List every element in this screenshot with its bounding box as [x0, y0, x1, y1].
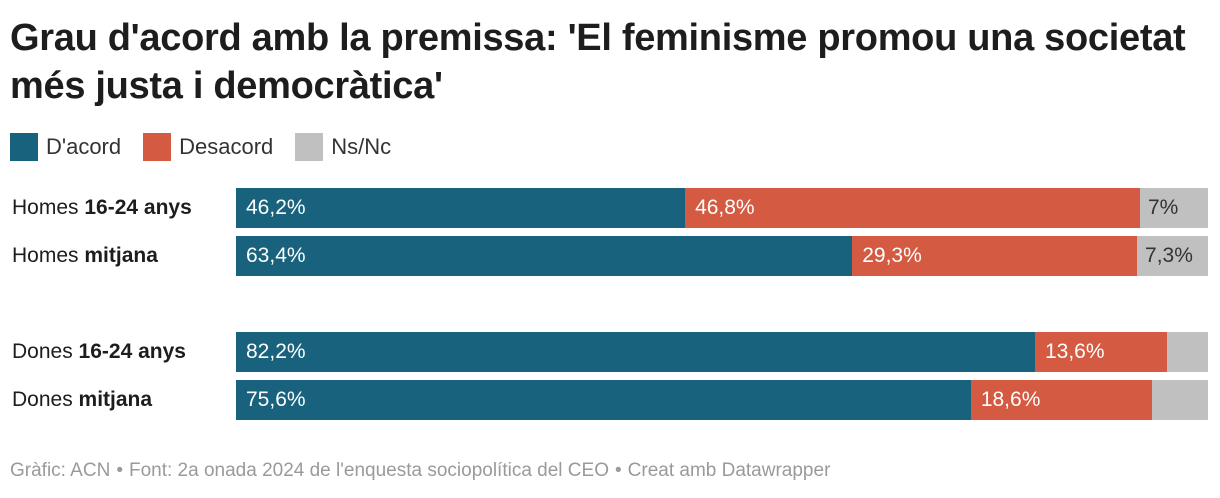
legend-swatch-na	[295, 133, 324, 161]
chart-footer: Gràfic: ACN • Font: 2a onada 2024 de l'enq…	[10, 460, 830, 482]
footer-separator: •	[614, 460, 622, 481]
stacked-bar: 82,2% 13,6%	[236, 332, 1208, 372]
row-label-group: Homes	[12, 244, 79, 267]
stacked-bar: 46,2% 46,8% 7%	[236, 188, 1208, 228]
row-label-segment: mitjana	[84, 244, 158, 267]
bar-row-homes-16-24: Homes 16-24 anys 46,2% 46,8% 7%	[0, 188, 1220, 228]
footer-source: Font: 2a onada 2024 de l'enquesta sociop…	[128, 460, 609, 481]
row-label: Dones 16-24 anys	[12, 332, 186, 372]
legend-item-disagree: Desacord	[143, 133, 273, 161]
bar-segment-disagree: 29,3%	[852, 236, 1138, 276]
row-label: Homes mitjana	[12, 236, 158, 276]
row-label-segment: mitjana	[78, 388, 153, 411]
bar-segment-agree: 46,2%	[236, 188, 686, 228]
row-label-group: Dones	[12, 340, 73, 363]
bar-segment-na: 7,3%	[1137, 236, 1208, 276]
chart-legend: D'acord Desacord Ns/Nc	[10, 132, 413, 162]
row-label: Dones mitjana	[12, 380, 152, 420]
legend-item-na: Ns/Nc	[295, 133, 391, 161]
legend-swatch-agree	[10, 133, 38, 161]
bar-segment-na	[1151, 380, 1208, 420]
bar-segment-agree: 75,6%	[236, 380, 971, 420]
footer-separator: •	[116, 460, 123, 481]
chart-title: Grau d'acord amb la premissa: 'El femini…	[10, 17, 1186, 107]
bar-segment-na	[1167, 332, 1208, 372]
bar-segment-disagree: 46,8%	[685, 188, 1140, 228]
legend-item-agree: D'acord	[10, 133, 121, 161]
footer-tool: Creat amb Datawrapper	[627, 460, 831, 481]
footer-credit: Gràfic: ACN	[10, 460, 111, 481]
bar-segment-disagree: 13,6%	[1034, 332, 1168, 372]
row-label-segment: 16-24 anys	[78, 340, 186, 363]
row-label-group: Dones	[12, 388, 73, 411]
bar-segment-agree: 82,2%	[236, 332, 1035, 372]
bar-row-homes-mitjana: Homes mitjana 63,4% 29,3% 7,3%	[0, 236, 1220, 276]
bar-row-dones-16-24: Dones 16-24 anys 82,2% 13,6%	[0, 332, 1220, 372]
legend-label-na: Ns/Nc	[331, 134, 392, 159]
legend-label-agree: D'acord	[46, 134, 122, 159]
row-label-group: Homes	[12, 196, 79, 219]
legend-label-disagree: Desacord	[179, 134, 274, 159]
legend-swatch-disagree	[143, 133, 172, 161]
row-label-segment: 16-24 anys	[84, 196, 192, 219]
bar-row-dones-mitjana: Dones mitjana 75,6% 18,6%	[0, 380, 1220, 420]
bar-segment-agree: 63,4%	[236, 236, 853, 276]
stacked-bar: 63,4% 29,3% 7,3%	[236, 236, 1208, 276]
stacked-bar: 75,6% 18,6%	[236, 380, 1208, 420]
row-label: Homes 16-24 anys	[12, 188, 192, 228]
bar-segment-disagree: 18,6%	[970, 380, 1152, 420]
bar-segment-na: 7%	[1139, 188, 1208, 228]
